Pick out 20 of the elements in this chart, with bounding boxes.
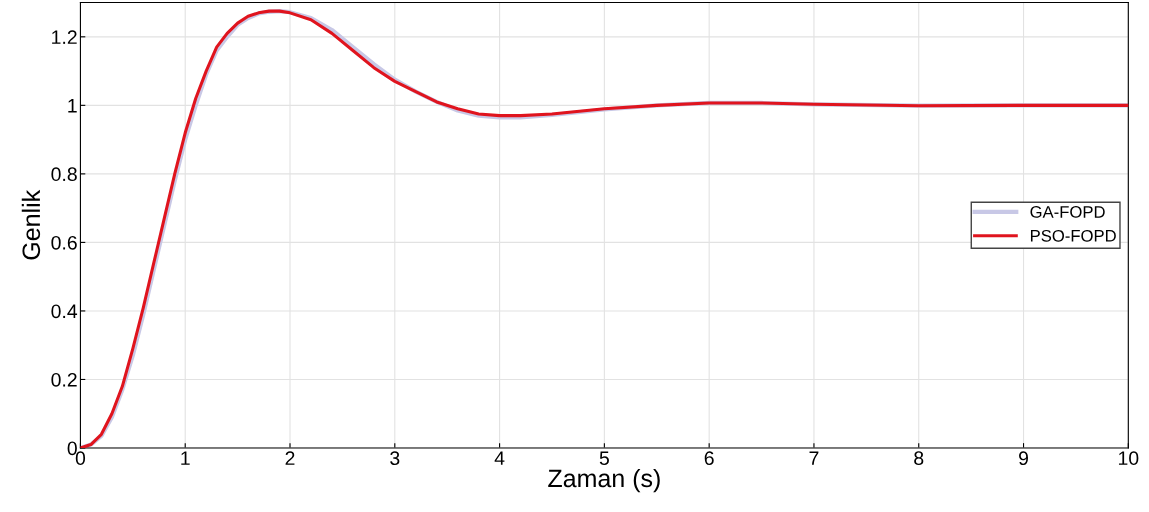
legend-label: GA-FOPD: [1030, 206, 1105, 218]
y-tick-label: 0.4: [51, 304, 78, 319]
x-tick-label: 8: [914, 451, 924, 466]
y-tick-label: 0.8: [51, 167, 77, 182]
legend-label: PSO-FOPD: [1030, 229, 1116, 242]
x-tick-label: 5: [599, 451, 609, 466]
x-tick-label: 3: [390, 451, 400, 466]
x-tick-label: 4: [494, 451, 505, 465]
x-tick-label: 6: [704, 451, 714, 466]
x-tick-label: 2: [285, 451, 295, 465]
y-axis-title: Genlik: [21, 189, 41, 260]
x-tick-label: 1: [181, 451, 190, 465]
y-tick-label: 1: [68, 99, 77, 113]
y-tick-label: 1.2: [52, 30, 77, 44]
y-tick-label: 0.6: [51, 235, 77, 250]
x-tick-label: 9: [1019, 451, 1029, 466]
x-tick-label: 10: [1118, 451, 1139, 466]
x-tick-label: 7: [809, 451, 819, 465]
x-axis-title: Zaman (s): [548, 468, 660, 493]
y-tick-label: 0.2: [51, 372, 77, 387]
